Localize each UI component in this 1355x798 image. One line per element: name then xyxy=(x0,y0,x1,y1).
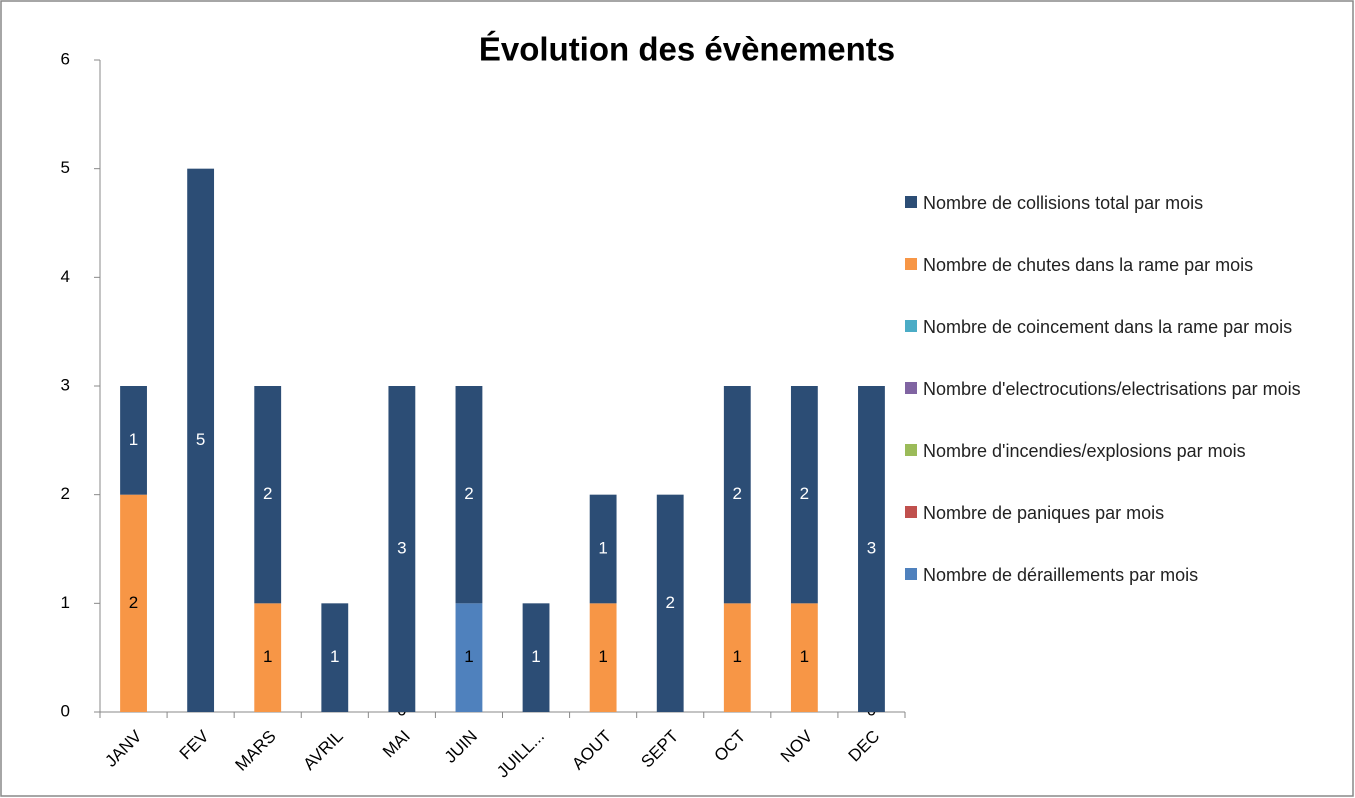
bar-segment xyxy=(790,603,818,712)
chart-title: Évolution des évènements xyxy=(479,31,895,68)
legend-label: Nombre de déraillements par mois xyxy=(923,565,1199,585)
y-tick-label: 3 xyxy=(61,375,70,394)
bar-segment xyxy=(656,494,684,712)
bar-segment xyxy=(858,386,885,712)
legend-label: Nombre d'electrocutions/electrisations p… xyxy=(923,379,1301,399)
legend-item: Nombre de collisions total par mois xyxy=(905,190,1345,252)
legend-label: Nombre de collisions total par mois xyxy=(923,193,1204,213)
data-label: 1 xyxy=(263,647,272,666)
data-label: 1 xyxy=(733,647,742,666)
data-label: 2 xyxy=(129,593,138,612)
legend-item: Nombre d'electrocutions/electrisations p… xyxy=(905,376,1345,438)
data-label: 1 xyxy=(598,647,607,666)
data-label: 5 xyxy=(196,430,205,449)
legend-swatch xyxy=(905,382,917,394)
legend-item: Nombre de paniques par mois xyxy=(905,500,1345,562)
data-label: 1 xyxy=(531,647,540,666)
data-label: 2 xyxy=(263,484,272,503)
bar-segment xyxy=(589,603,617,712)
legend-item: Nombre de déraillements par mois xyxy=(905,562,1345,624)
bar-segment xyxy=(254,386,282,604)
bar-segment xyxy=(723,386,751,604)
bar-segment xyxy=(254,603,282,712)
data-label: 3 xyxy=(397,538,406,557)
y-tick-label: 4 xyxy=(61,267,70,286)
legend-label: Nombre de chutes dans la rame par mois xyxy=(923,255,1254,275)
bar-segment xyxy=(790,386,818,604)
legend: Nombre de collisions total par mois Nombr… xyxy=(905,190,1345,624)
bar-segment xyxy=(388,386,416,712)
bar-segment xyxy=(321,603,349,712)
legend-item: Nombre de chutes dans la rame par mois xyxy=(905,252,1345,314)
data-label: 1 xyxy=(800,647,809,666)
bar-segment xyxy=(187,168,215,712)
y-tick-label: 2 xyxy=(61,484,70,503)
data-label: 2 xyxy=(800,484,809,503)
y-tick-label: 0 xyxy=(61,701,70,720)
y-tick-label: 5 xyxy=(61,158,70,177)
legend-item: Nombre d'incendies/explosions par mois xyxy=(905,438,1345,500)
bar-segment xyxy=(455,386,483,604)
bar-segment xyxy=(120,494,147,712)
legend-swatch xyxy=(905,258,917,270)
data-label: 2 xyxy=(464,484,473,503)
bar-segment xyxy=(522,603,550,712)
bar-segment xyxy=(589,494,617,604)
legend-label: Nombre de paniques par mois xyxy=(923,503,1165,523)
data-label: 1 xyxy=(330,647,339,666)
bar-segment xyxy=(723,603,751,712)
data-label: 2 xyxy=(733,484,742,503)
y-tick-label: 1 xyxy=(61,593,70,612)
data-label: 3 xyxy=(867,538,876,557)
legend-swatch xyxy=(905,568,917,580)
data-label: 2 xyxy=(665,593,674,612)
bar-segment xyxy=(120,386,147,495)
legend-swatch xyxy=(905,196,917,208)
legend-swatch xyxy=(905,444,917,456)
legend-label: Nombre d'incendies/explosions par mois xyxy=(923,441,1246,461)
y-tick-label: 6 xyxy=(61,49,70,68)
bar-segment xyxy=(455,603,483,712)
data-label: 1 xyxy=(598,538,607,557)
legend-item: Nombre de coincement dans la rame par mo… xyxy=(905,314,1345,376)
legend-label: Nombre de coincement dans la rame par mo… xyxy=(923,317,1293,337)
legend-swatch xyxy=(905,506,917,518)
data-label: 1 xyxy=(464,647,473,666)
data-label: 1 xyxy=(129,430,138,449)
legend-swatch xyxy=(905,320,917,332)
